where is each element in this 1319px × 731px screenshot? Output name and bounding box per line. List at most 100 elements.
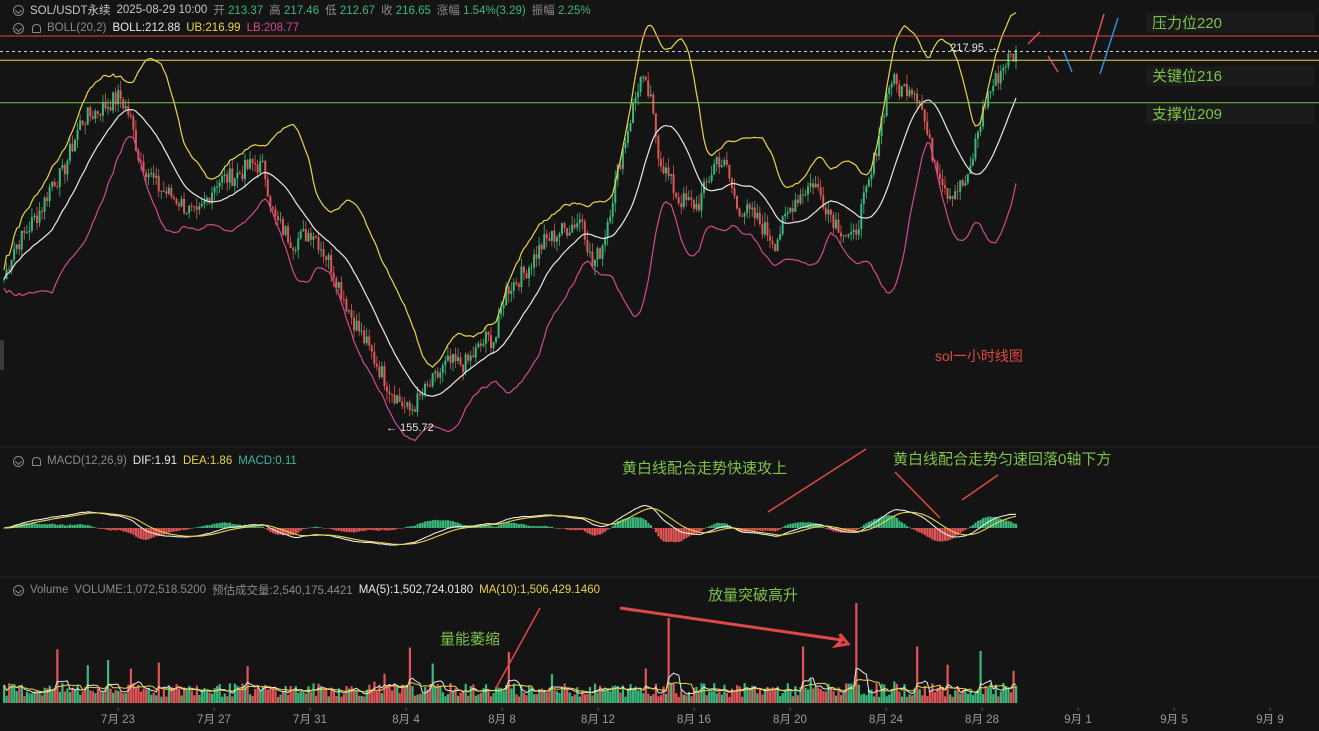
- volume-bar: [380, 693, 384, 703]
- alert-bell-icon[interactable]: [32, 23, 41, 33]
- candle-body: [908, 89, 911, 96]
- collapse-chevron-icon[interactable]: [13, 4, 24, 16]
- candle-body: [522, 266, 525, 273]
- volume-bar: [249, 694, 252, 703]
- volume-bar: [210, 693, 214, 703]
- candle-body: [35, 215, 38, 223]
- volume-bar: [484, 684, 488, 703]
- open-label: 开: [213, 5, 225, 17]
- candle-body: [604, 236, 607, 246]
- macd-bar: [243, 524, 247, 528]
- candle-body: [883, 116, 886, 118]
- macd-bar: [862, 524, 866, 528]
- low-marker: ← 155.72: [386, 422, 434, 434]
- volume-bar: [639, 689, 642, 703]
- volume-bar: [971, 695, 975, 703]
- candle-body: [708, 181, 711, 183]
- volume-bar: [535, 694, 538, 703]
- volume-bar: [256, 684, 259, 703]
- volume-bar: [41, 695, 44, 703]
- candle-body: [804, 194, 807, 196]
- macd-bar: [74, 524, 77, 528]
- macd-bar: [804, 522, 807, 528]
- macd-bar: [429, 520, 432, 528]
- scroll-handle[interactable]: [0, 340, 4, 370]
- collapse-chevron-icon[interactable]: [13, 584, 24, 596]
- candle-body: [94, 111, 97, 119]
- volume-bar: [347, 688, 351, 703]
- volume-bar: [690, 696, 693, 703]
- macd-bar: [385, 528, 389, 531]
- volume-bar: [439, 686, 442, 703]
- macd-bar: [943, 528, 947, 541]
- volume-bar: [654, 683, 658, 703]
- candle-body: [436, 371, 439, 378]
- volume-bar: [616, 686, 619, 703]
- candle-body: [175, 198, 178, 204]
- volume-bar: [528, 685, 531, 703]
- macd-bar: [961, 528, 964, 532]
- macd-bar: [588, 528, 592, 535]
- volume-bar: [251, 696, 254, 703]
- candle-body: [837, 219, 840, 233]
- candle-body: [165, 191, 168, 194]
- volume-bar: [226, 696, 229, 703]
- support-label: 支撑位209: [1152, 106, 1222, 123]
- macd-bar: [365, 528, 368, 531]
- candle-body: [495, 337, 498, 342]
- macd-bar: [431, 520, 434, 528]
- price-header: SOL/USDT永续 2025-08-29 10:00 开 213.37 高 2…: [0, 1, 591, 19]
- candle-body: [51, 181, 54, 187]
- macd-bar: [979, 519, 982, 528]
- candle-body: [888, 87, 891, 94]
- candle-body: [251, 159, 254, 163]
- volume-bar: [888, 694, 891, 703]
- macd-bar: [231, 523, 234, 528]
- macd-bar: [294, 528, 297, 535]
- volume-bar: [809, 679, 812, 703]
- candles-group: [3, 45, 1017, 417]
- candle-body: [573, 224, 576, 228]
- volume-bar: [708, 691, 711, 703]
- volume-bar: [659, 695, 663, 703]
- volume-bar: [472, 684, 475, 703]
- macd-bar: [842, 528, 845, 533]
- macd-bar: [350, 528, 353, 533]
- macd-bar: [497, 525, 500, 528]
- candle-body: [112, 92, 115, 111]
- volume-bar: [804, 687, 807, 703]
- volume-bar: [685, 695, 688, 703]
- macd-bar: [512, 522, 516, 528]
- volume-bar: [718, 691, 721, 703]
- candle-body: [621, 148, 624, 169]
- candle-body: [261, 160, 264, 162]
- candle-body: [670, 174, 673, 176]
- change-label: 涨幅: [436, 5, 460, 17]
- macd-bar: [784, 525, 787, 528]
- alert-bell-icon[interactable]: [32, 456, 41, 466]
- macd-bar: [178, 528, 181, 531]
- collapse-chevron-icon[interactable]: [13, 455, 24, 467]
- candle-body: [695, 203, 698, 209]
- volume-bar: [221, 696, 224, 703]
- collapse-chevron-icon[interactable]: [13, 22, 24, 34]
- candle-body: [657, 136, 660, 159]
- volume-bar: [624, 696, 627, 703]
- volume-bar: [254, 688, 257, 703]
- volume-bar: [1004, 685, 1008, 703]
- candle-body: [307, 232, 310, 242]
- volume-bar: [101, 692, 105, 703]
- volume-bar: [426, 689, 429, 703]
- candle-body: [543, 234, 546, 250]
- volume-bar: [761, 694, 764, 703]
- volume-bar: [583, 694, 587, 703]
- volume-bar: [964, 688, 967, 703]
- candle-body: [984, 106, 987, 108]
- macd-bar: [690, 528, 693, 536]
- volume-bar: [223, 693, 226, 703]
- candle-body: [705, 181, 708, 183]
- macd-bar: [530, 526, 533, 528]
- volume-bar: [193, 695, 196, 703]
- candle-body: [479, 343, 482, 346]
